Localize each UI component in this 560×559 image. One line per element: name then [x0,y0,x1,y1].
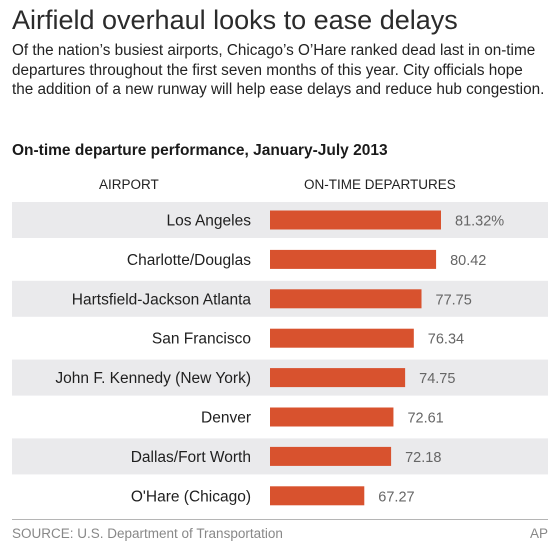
bar [270,446,392,466]
value-label: 72.61 [407,411,443,427]
on-time-column-header: ON-TIME DEPARTURES [304,177,456,192]
value-label: 76.34 [428,332,464,348]
airport-label: O'Hare (Chicago) [131,488,251,505]
bar [270,368,406,388]
airport-label: Hartsfield-Jackson Atlanta [72,291,252,308]
airport-label: Denver [201,410,251,427]
airport-label: Los Angeles [167,213,252,230]
airport-label: Dallas/Fort Worth [131,449,251,466]
source-note: SOURCE: U.S. Department of Transportatio… [12,526,283,541]
headline: Airfield overhaul looks to ease delays [12,5,458,35]
value-label: 72.18 [405,450,441,466]
value-label: 81.32% [455,214,504,230]
bar [270,407,394,427]
bar [270,486,365,506]
bar [270,249,437,269]
credit-label: AP [529,526,548,541]
chart-title: On-time departure performance, January-J… [12,142,388,159]
bar [270,289,422,309]
bar [270,210,441,230]
airport-label: Charlotte/Douglas [127,252,251,269]
intro-paragraph: Of the nation’s busiest airports, Chicag… [12,42,545,98]
value-label: 77.75 [436,292,472,308]
airport-label: John F. Kennedy (New York) [55,370,251,387]
footer-divider [12,519,548,520]
bar [270,328,414,348]
value-label: 74.75 [419,371,455,387]
value-label: 80.42 [450,253,486,269]
value-label: 67.27 [378,489,414,505]
airport-column-header: AIRPORT [99,177,159,192]
airport-label: San Francisco [152,331,251,348]
